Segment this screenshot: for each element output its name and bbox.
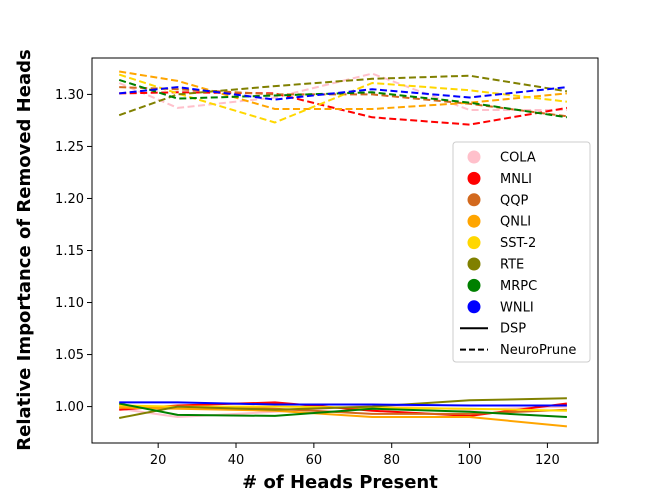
series-layer [118,70,568,428]
y-tick-label: 1.30 [55,88,84,103]
x-tick-label: 60 [306,453,323,468]
series-line-sst-2-dsp [119,404,567,412]
y-tick-label: 1.15 [55,244,84,259]
x-tick-label: 120 [535,453,560,468]
x-tick-label: 100 [457,453,482,468]
series-line-sst-2-neuroprune [118,73,568,124]
legend-frame [452,141,591,363]
legend-marker-qqp [467,193,481,207]
legend-marker-sst-2 [467,236,481,250]
legend-label: QNLI [500,215,531,230]
series-line-cola-neuroprune [118,72,567,111]
series-line-rte-dsp [119,397,567,419]
legend-label: QQP [500,193,528,208]
legend-label: WNLI [500,300,534,315]
series-line-mnli-neuroprune [119,91,568,126]
y-tick-label: 1.05 [55,348,84,363]
legend-label: MRPC [500,279,537,294]
legend-marker-qnli [467,214,481,228]
ticks-layer: 20 40 60 80 100 120 1.00 1.05 1.10 1.15 1.20 1.25 1.… [55,88,560,468]
legend-marker-mrpc [467,278,481,292]
x-tick-label: 40 [228,453,245,468]
legend-label: RTE [500,258,524,273]
legend-label: MNLI [500,172,532,187]
y-tick-label: 1.00 [55,400,84,415]
legend: COLA MNLI QQP QNLI SST-2 RTE MRPC WNLI DSP NeuroP… [452,141,591,363]
series-line-mrpc-dsp [119,402,567,418]
series-line-qnli-neuroprune [119,70,567,110]
x-tick-label: 20 [150,453,167,468]
legend-marker-mnli [467,171,481,185]
legend-marker-wnli [467,300,481,314]
legend-marker-rte [467,257,481,271]
legend-label: DSP [500,322,526,337]
legend-label: NeuroPrune [500,343,576,358]
x-axis-label: # of Heads Present [242,472,438,493]
y-axis-label: Relative Importance of Removed Heads [14,49,35,450]
y-tick-label: 1.10 [55,296,84,311]
legend-label: COLA [500,151,536,166]
y-tick-label: 1.20 [55,192,84,207]
legend-label: SST-2 [500,236,536,251]
x-tick-label: 80 [383,453,400,468]
y-tick-label: 1.25 [55,140,84,155]
series-line-mrpc-neuroprune [118,78,568,119]
legend-marker-cola [467,150,481,164]
series-line-rte-neuroprune [118,74,568,117]
series-line-wnli-neuroprune [119,86,568,101]
series-line-wnli-dsp [119,401,567,407]
